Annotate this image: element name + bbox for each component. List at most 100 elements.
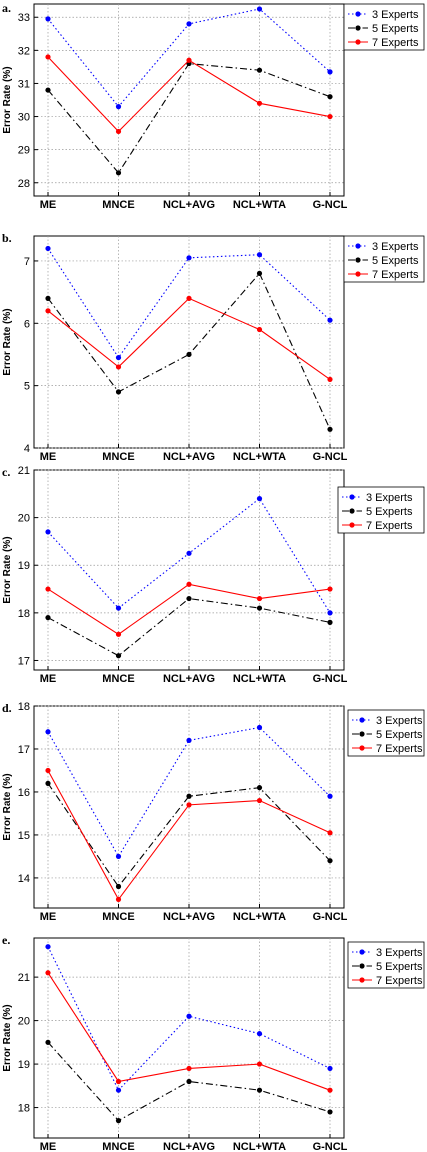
legend-marker: [355, 11, 361, 17]
legend-marker: [349, 494, 355, 500]
data-point: [45, 729, 51, 735]
y-axis-label: Error Rate (%): [2, 773, 13, 840]
y-tick-label: 5: [24, 381, 30, 393]
legend-marker: [359, 745, 365, 751]
x-tick-label: G-NCL: [313, 673, 348, 685]
y-tick-label: 18: [18, 608, 30, 620]
data-point: [115, 653, 122, 659]
data-point: [186, 737, 192, 743]
series-line-2: [47, 1041, 331, 1122]
series-line-2: [47, 272, 331, 430]
data-point: [115, 883, 122, 890]
y-tick-label: 15: [18, 830, 30, 842]
series-line-2: [47, 783, 331, 888]
x-tick-label: NCL+AVG: [163, 1141, 215, 1152]
y-tick-label: 29: [18, 145, 30, 157]
data-point: [115, 896, 122, 903]
legend-entry-1: 3 Experts: [376, 715, 423, 727]
data-point: [256, 605, 263, 611]
x-tick-label: ME: [40, 673, 57, 685]
y-tick-label: 18: [18, 1103, 30, 1115]
legend-marker: [355, 257, 361, 263]
legend: 3 Experts 5 Experts 7 Experts: [343, 235, 425, 283]
y-tick-label: 31: [18, 78, 30, 90]
data-point: [115, 364, 122, 370]
x-tick-label: G-NCL: [313, 199, 348, 211]
data-point: [327, 113, 333, 120]
data-point: [186, 21, 192, 27]
data-point: [186, 57, 192, 63]
legend-marker: [359, 949, 365, 955]
data-point: [45, 586, 51, 592]
x-tick-label: NCL+WTA: [233, 911, 286, 923]
y-tick-label: 14: [18, 873, 30, 885]
y-tick-label: 17: [18, 744, 30, 756]
y-tick-label: 19: [18, 560, 30, 572]
panel-label: d.: [2, 701, 12, 715]
y-axis-label: Error Rate (%): [2, 66, 13, 133]
y-tick-label: 6: [24, 318, 30, 330]
y-axis-label: Error Rate (%): [2, 536, 13, 603]
data-point: [186, 1078, 192, 1085]
data-point: [186, 793, 192, 799]
data-point: [115, 853, 122, 860]
x-tick-label: G-NCL: [313, 911, 348, 923]
panel-label: a.: [2, 1, 11, 15]
data-point: [186, 550, 192, 556]
legend: 3 Experts 5 Experts 7 Experts: [343, 3, 425, 51]
legend: 3 Experts 5 Experts 7 Experts: [347, 709, 425, 757]
legend-entry-3: 7 Experts: [372, 269, 419, 281]
data-point: [45, 944, 51, 950]
legend-entry-1: 3 Experts: [376, 947, 423, 959]
data-point: [327, 610, 333, 616]
x-tick-label: MNCE: [102, 1141, 134, 1152]
y-tick-label: 20: [18, 513, 30, 525]
data-point: [256, 495, 263, 502]
data-point: [327, 586, 333, 592]
legend: 3 Experts 5 Experts 7 Experts: [337, 486, 425, 534]
data-point: [45, 615, 51, 621]
y-tick-label: 21: [18, 972, 30, 984]
x-tick-label: NCL+AVG: [163, 911, 215, 923]
legend-entry-2: 5 Experts: [376, 729, 423, 741]
y-tick-label: 16: [18, 787, 30, 799]
x-tick-label: ME: [40, 1141, 57, 1152]
data-point: [115, 605, 122, 611]
legend-marker: [349, 522, 355, 528]
data-point: [115, 170, 122, 176]
panel-label: c.: [2, 465, 10, 479]
plot-area: [33, 937, 345, 1139]
data-point: [115, 1118, 122, 1124]
y-axis-label: Error Rate (%): [2, 308, 13, 375]
series-line-1: [47, 946, 331, 1092]
data-point: [45, 245, 51, 252]
x-tick-label: NCL+AVG: [163, 199, 215, 211]
x-tick-label: NCL+AVG: [163, 673, 215, 685]
panel-label: e.: [2, 933, 10, 947]
y-tick-label: 4: [24, 443, 30, 455]
data-point: [45, 529, 51, 535]
x-tick-label: MNCE: [102, 911, 134, 923]
data-point: [45, 295, 51, 301]
data-point: [327, 426, 333, 432]
data-point: [327, 830, 333, 836]
data-point: [327, 317, 333, 323]
legend-marker: [355, 271, 361, 277]
data-point: [115, 389, 122, 395]
legend-entry-1: 3 Experts: [366, 492, 413, 504]
x-tick-label: ME: [40, 451, 57, 463]
data-point: [186, 802, 192, 808]
legend-entry-3: 7 Experts: [376, 743, 423, 755]
data-point: [45, 780, 51, 786]
data-point: [327, 793, 333, 799]
data-point: [115, 631, 122, 637]
data-point: [186, 1065, 192, 1072]
y-tick-label: 33: [18, 12, 30, 24]
data-point: [256, 1031, 263, 1037]
x-tick-label: ME: [40, 199, 57, 211]
legend-entry-3: 7 Experts: [372, 37, 419, 49]
x-tick-label: NCL+WTA: [233, 1141, 286, 1152]
data-point: [256, 1087, 263, 1093]
legend-entry-2: 5 Experts: [376, 961, 423, 973]
